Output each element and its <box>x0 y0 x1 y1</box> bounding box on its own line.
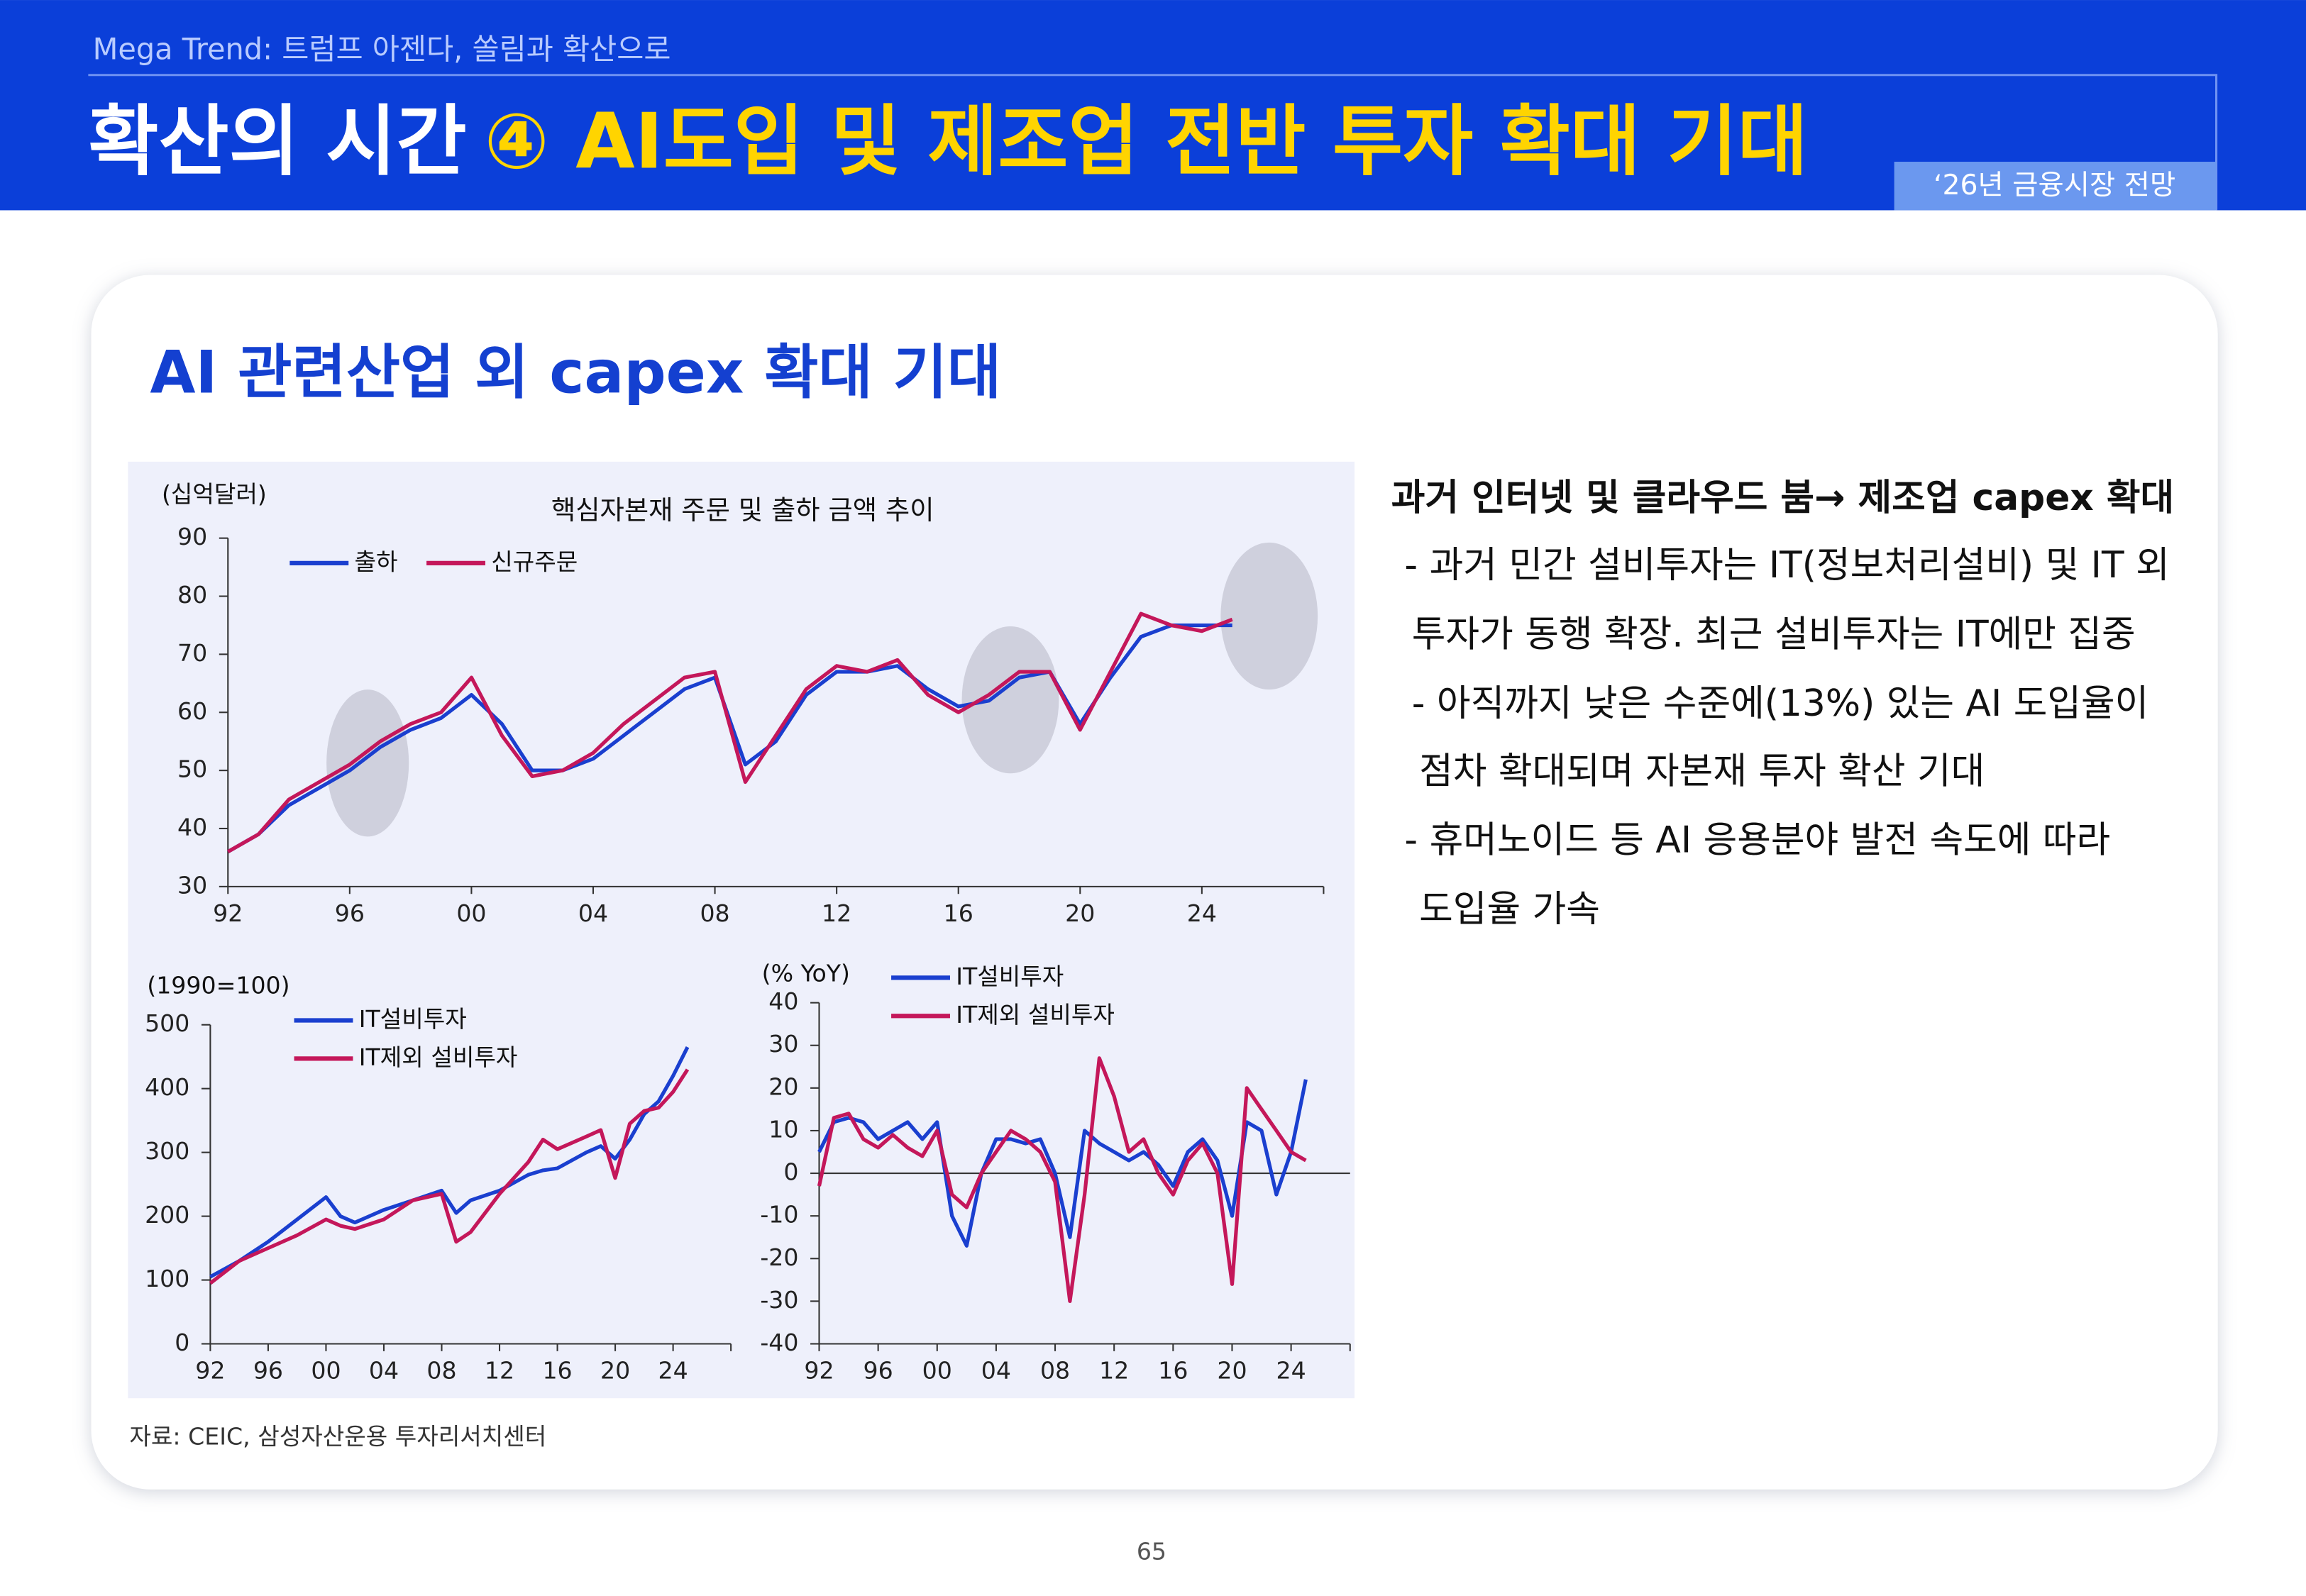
y-tick-label: 90 <box>177 523 207 550</box>
x-tick-label: 04 <box>578 899 608 927</box>
title-main: 확산의 시간 <box>88 98 466 187</box>
x-tick-label: 12 <box>1099 1356 1129 1384</box>
highlight-ellipse <box>1220 542 1318 690</box>
x-tick-label: 92 <box>213 899 243 927</box>
y-axis-label: (십억달러) <box>162 480 267 508</box>
y-tick-label: 0 <box>175 1329 189 1356</box>
y-tick-label: 60 <box>177 697 207 725</box>
x-tick-label: 92 <box>195 1356 225 1384</box>
bullet-line: - 휴머노이드 등 AI 응용분야 발전 속도에 따라 <box>1404 819 2110 862</box>
x-tick-label: 04 <box>981 1356 1011 1384</box>
x-tick-label: 16 <box>542 1356 572 1384</box>
section-title: AI 관련산업 외 capex 확대 기대 <box>150 338 1001 407</box>
x-tick-label: 24 <box>1187 899 1217 927</box>
x-tick-label: 04 <box>369 1356 399 1384</box>
x-tick-label: 92 <box>804 1356 834 1384</box>
y-tick-label: 40 <box>768 987 798 1015</box>
y-tick-label: 10 <box>768 1115 798 1143</box>
bullet-line: 점차 확대되며 자본재 투자 확산 기대 <box>1419 750 1985 792</box>
y-axis-label: (% YoY) <box>762 960 850 987</box>
y-tick-label: 100 <box>145 1265 189 1292</box>
bullet-heading: 과거 인터넷 및 클라우드 붐→ 제조업 capex 확대 <box>1391 477 2174 519</box>
legend-label: IT제외 설비투자 <box>359 1043 518 1071</box>
bullet-line: 투자가 동행 확장. 최근 설비투자는 IT에만 집중 <box>1412 614 2136 656</box>
y-tick-label: -10 <box>760 1201 798 1229</box>
y-tick-label: 500 <box>145 1009 189 1037</box>
series-line <box>209 1046 690 1279</box>
series-line <box>226 611 1233 854</box>
x-tick-label: 12 <box>485 1356 514 1384</box>
y-tick-label: 200 <box>145 1201 189 1229</box>
y-tick-label: 300 <box>145 1137 189 1165</box>
y-tick-label: -20 <box>760 1243 798 1271</box>
y-tick-label: 400 <box>145 1073 189 1101</box>
page-number: 65 <box>1137 1537 1166 1565</box>
header-title: 확산의 시간 ④ AI도입 및 제조업 전반 투자 확대 기대 <box>88 98 1808 187</box>
bullet-list: 과거 인터넷 및 클라우드 붐→ 제조업 capex 확대 - 과거 민간 설비… <box>1391 477 2174 931</box>
x-tick-label: 20 <box>600 1356 630 1384</box>
x-tick-label: 08 <box>426 1356 456 1384</box>
highlight-ellipse <box>326 689 409 837</box>
y-tick-label: 80 <box>177 581 207 609</box>
legend-label: 출하 <box>355 548 398 575</box>
x-tick-label: 00 <box>456 899 486 927</box>
x-tick-label: 16 <box>944 899 973 927</box>
highlight-ellipse <box>961 626 1059 774</box>
y-tick-label: 30 <box>177 871 207 899</box>
x-tick-label: 96 <box>864 1356 893 1384</box>
y-tick-label: -30 <box>760 1286 798 1314</box>
y-axis-label: (1990=100) <box>147 971 289 999</box>
x-tick-label: 12 <box>822 899 851 927</box>
legend-label: 신규주문 <box>491 548 578 575</box>
y-tick-label: 30 <box>768 1030 798 1058</box>
x-tick-label: 00 <box>311 1356 341 1384</box>
series-line <box>817 1079 1308 1248</box>
y-tick-label: 0 <box>783 1158 798 1186</box>
y-tick-label: -40 <box>760 1329 798 1356</box>
chart-panel <box>128 461 1355 1399</box>
header-tag: ‘26년 금융시장 전망 <box>1933 169 2175 201</box>
header-kicker: Mega Trend: 트럼프 아젠다, 쏠림과 확산으로 <box>93 33 671 67</box>
series-line <box>817 1056 1307 1303</box>
x-tick-label: 08 <box>1040 1356 1070 1384</box>
x-tick-label: 00 <box>922 1356 952 1384</box>
legend-label: IT제외 설비투자 <box>956 1001 1115 1029</box>
y-tick-label: 50 <box>177 755 207 783</box>
x-tick-label: 24 <box>658 1356 688 1384</box>
x-tick-label: 20 <box>1065 899 1095 927</box>
title-highlight: ④ AI도입 및 제조업 전반 투자 확대 기대 <box>484 98 1807 187</box>
legend-label: IT설비투자 <box>956 963 1064 990</box>
bullet-line: - 아직까지 낮은 수준에(13%) 있는 AI 도입율이 <box>1412 682 2149 725</box>
x-tick-label: 16 <box>1158 1356 1188 1384</box>
series-line <box>209 1068 690 1285</box>
x-tick-label: 24 <box>1276 1356 1306 1384</box>
y-tick-label: 70 <box>177 639 207 667</box>
legend-label: IT설비투자 <box>359 1005 467 1033</box>
x-tick-label: 20 <box>1217 1356 1247 1384</box>
x-tick-label: 96 <box>335 899 365 927</box>
x-tick-label: 96 <box>253 1356 283 1384</box>
source-note: 자료: CEIC, 삼성자산운용 투자리서치센터 <box>129 1423 546 1451</box>
y-tick-label: 40 <box>177 814 207 841</box>
bullet-line: 도입율 가속 <box>1419 888 1600 931</box>
y-tick-label: 20 <box>768 1073 798 1100</box>
x-tick-label: 08 <box>700 899 729 927</box>
bullet-line: - 과거 민간 설비투자는 IT(정보처리설비) 및 IT 외 <box>1404 544 2169 587</box>
header-tag-box <box>1894 162 2217 211</box>
chart-title: 핵심자본재 주문 및 출하 금액 추이 <box>551 494 934 526</box>
